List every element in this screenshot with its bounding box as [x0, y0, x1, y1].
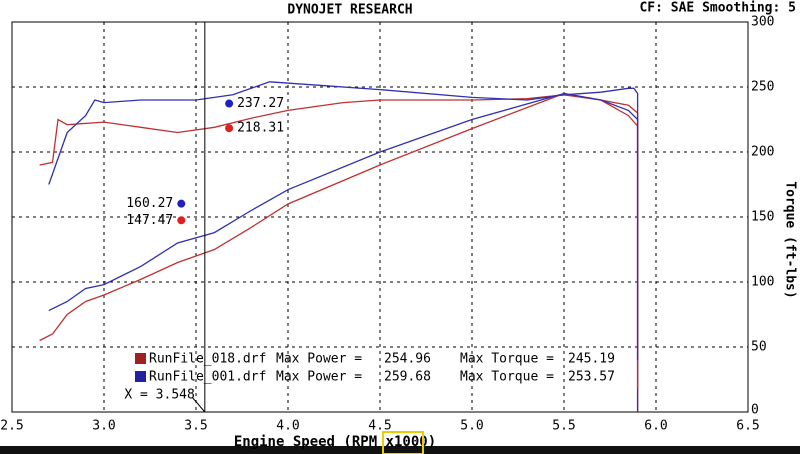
legend-label: Max Torque =: [460, 352, 554, 367]
y-tick-label: 0: [751, 403, 759, 418]
y-tick-label: 100: [751, 275, 774, 290]
data-line: [48, 92, 639, 360]
point-marker: [177, 216, 186, 225]
bottom-bar: [0, 446, 800, 454]
point-marker: [177, 199, 186, 208]
point-label: 218.31: [237, 121, 284, 136]
legend-name: RunFile_018.drf: [149, 352, 266, 367]
y-tick-label: 250: [751, 80, 774, 95]
x-tick-label: 6.0: [644, 419, 667, 434]
legend-label: Max Torque =: [460, 370, 554, 385]
x-tick-label: 3.5: [184, 419, 207, 434]
point-marker: [225, 124, 234, 133]
legend-value: 254.96: [384, 352, 431, 367]
cursor-pointer: [192, 397, 206, 413]
x-tick-label: 4.5: [368, 419, 391, 434]
highlight-box: [382, 431, 424, 454]
point-label: 147.47: [126, 213, 173, 228]
legend-value: 253.57: [568, 370, 615, 385]
legend-swatch: [135, 353, 146, 364]
legend-swatch: [135, 371, 146, 382]
y-tick-label: 200: [751, 145, 774, 160]
y-tick-label: 50: [751, 340, 767, 355]
x-axis-label: Engine Speed (RPM x1000): [234, 434, 436, 450]
x-tick-label: 2.5: [0, 419, 23, 434]
legend-label: Max Power =: [276, 352, 362, 367]
y-tick-label: 300: [751, 15, 774, 30]
data-line: [48, 81, 639, 412]
y-tick-label: 150: [751, 210, 774, 225]
point-label: 160.27: [126, 196, 173, 211]
cursor-label: X = 3.548: [124, 388, 194, 403]
legend-value: 259.68: [384, 370, 431, 385]
legend-name: RunFile_001.drf: [149, 370, 266, 385]
x-tick-label: 5.0: [460, 419, 483, 434]
point-label: 237.27: [237, 96, 284, 111]
x-tick-label: 5.5: [552, 419, 575, 434]
x-tick-label: 6.5: [736, 419, 759, 434]
legend-value: 245.19: [568, 352, 615, 367]
x-tick-label: 3.0: [92, 419, 115, 434]
legend-label: Max Power =: [276, 370, 362, 385]
chart-subtitle: CF: SAE Smoothing: 5: [639, 1, 796, 16]
point-marker: [225, 99, 234, 108]
y-axis-label: Torque (ft-lbs): [783, 181, 798, 298]
chart-title: DYNOJET RESEARCH: [287, 3, 412, 18]
data-line: [39, 92, 639, 389]
x-tick-label: 4.0: [276, 419, 299, 434]
